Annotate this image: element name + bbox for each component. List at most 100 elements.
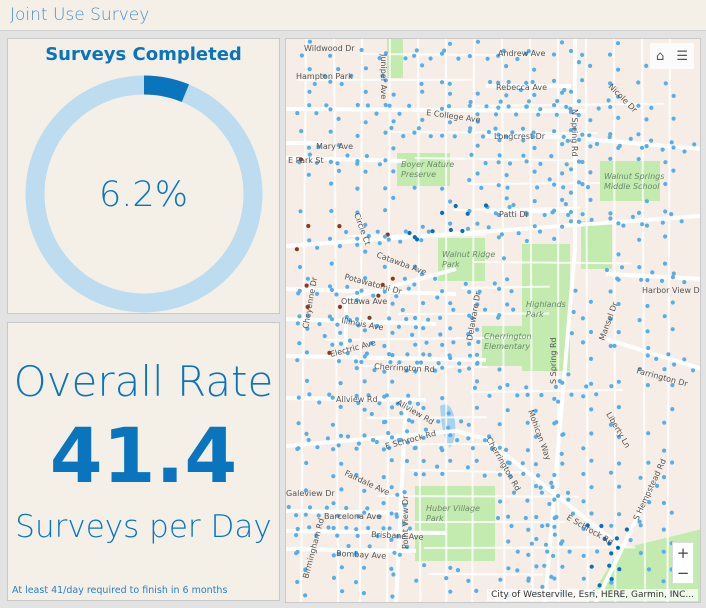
road [286,428,622,548]
survey-point [303,567,308,572]
survey-point [637,519,642,524]
survey-point [484,104,489,109]
survey-point [670,383,675,388]
survey-point [297,288,302,293]
survey-point [580,52,585,57]
survey-point [327,284,333,289]
survey-point [566,497,571,502]
survey-point [303,593,308,598]
survey-point [616,145,621,150]
survey-point [497,472,502,477]
list-icon[interactable]: ☰ [676,48,688,64]
survey-point [589,564,594,569]
street-label: Bombay Ave [336,549,387,561]
survey-point [661,549,666,554]
survey-point [339,487,344,492]
survey-point [383,419,388,424]
survey-point [362,354,367,359]
park-area [522,244,570,371]
minor-road [641,39,647,602]
survey-point [608,156,613,161]
survey-point [460,228,465,234]
survey-point [568,190,574,195]
survey-point [511,490,517,495]
survey-point [363,66,368,71]
survey-point [560,171,565,176]
survey-point [390,379,395,384]
survey-point [365,103,370,108]
survey-point [412,282,417,287]
survey-point [580,132,585,137]
survey-point [497,445,502,450]
survey-point [661,579,666,584]
street-label: Rebecca Ave [496,83,547,92]
survey-point [552,524,557,529]
survey-point [328,53,333,58]
survey-point [552,236,557,241]
survey-point [663,160,668,165]
survey-point [594,141,600,147]
survey-point [413,325,418,330]
survey-point [316,513,321,518]
survey-point [448,433,453,438]
survey-point [589,511,594,516]
survey-point [663,209,668,214]
survey-point [377,241,382,246]
zoom-out-button[interactable]: − [676,564,690,582]
zoom-in-button[interactable]: + [676,544,690,562]
survey-point [465,465,470,470]
survey-point [496,315,501,320]
rate-note: At least 41/day required to finish in 6 … [12,585,228,596]
rate-units: Surveys per Day [15,509,272,545]
survey-point [337,224,342,229]
road [286,214,700,248]
survey-point [389,511,394,516]
street-label: E Schrock Rd [565,513,615,547]
survey-point [326,525,331,530]
survey-point [506,514,511,519]
survey-point [529,541,534,546]
survey-point [355,242,360,247]
survey-point [402,490,407,495]
surveys-completed-panel: Surveys Completed 6.2% [7,38,280,314]
home-icon[interactable]: ⌂ [656,48,665,64]
survey-point [389,458,394,463]
survey-point [440,289,445,294]
road [286,396,427,402]
survey-point [506,566,511,571]
survey-point [511,202,516,208]
survey-point [553,384,558,389]
survey-point [363,169,368,174]
survey-point [542,212,547,218]
app-title: Joint Use Survey [10,5,150,25]
street-label: Ottawa Ave [341,297,387,306]
survey-point [616,67,621,72]
survey-point [336,168,342,173]
survey-point [395,492,400,497]
survey-point [670,275,675,280]
survey-point [327,236,333,241]
survey-point [446,425,451,430]
survey-point [540,523,545,529]
survey-point [538,485,543,490]
survey-point [299,129,304,134]
survey-point [580,159,585,165]
survey-map[interactable]: Wildwood Dr Hampton Park Juniper Ave E Coll… [285,38,701,603]
survey-point [608,104,613,110]
survey-point [589,458,594,463]
survey-point [661,475,667,480]
survey-point [670,327,675,332]
survey-point [465,211,470,216]
survey-point [324,103,329,108]
survey-point [560,197,565,202]
survey-point [304,460,309,466]
survey-point [456,56,461,61]
survey-point [304,378,310,383]
survey-point [420,117,425,122]
survey-point [389,435,395,440]
survey-point [382,264,387,269]
survey-point [550,484,555,490]
survey-point [403,229,408,234]
survey-point [349,73,354,78]
